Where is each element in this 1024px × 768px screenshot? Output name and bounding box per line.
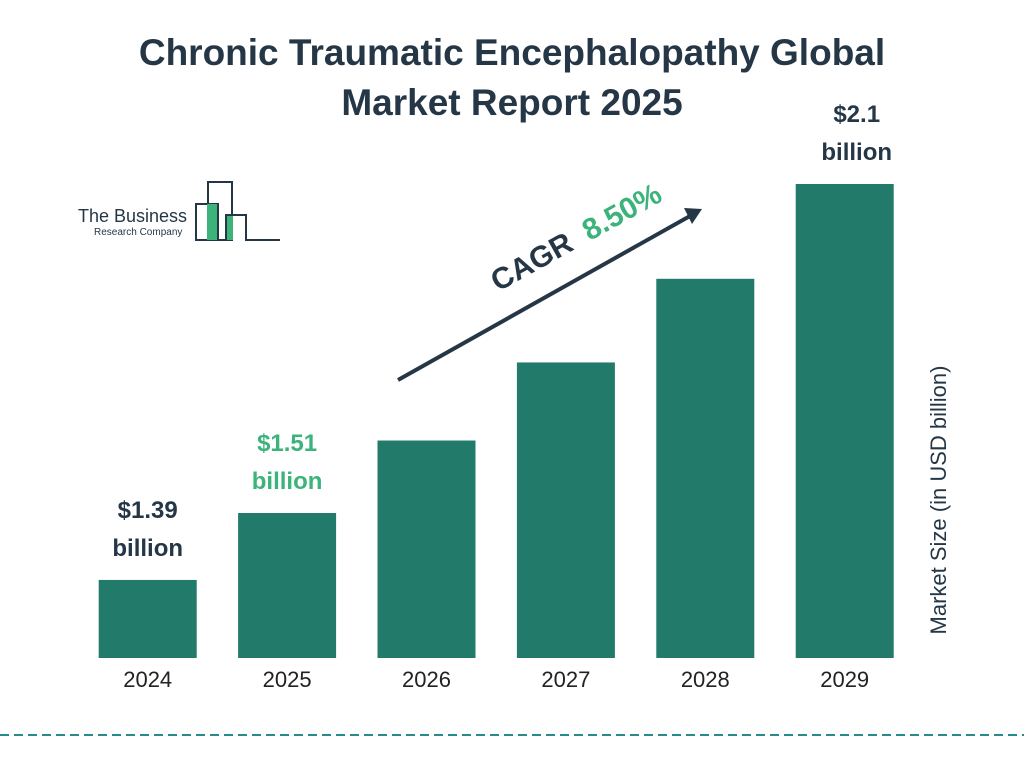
logo-shape [227,216,233,240]
x-tick-label: 2024 [123,667,172,692]
bar [795,184,894,658]
logo-shape [225,214,280,241]
bar [656,278,755,658]
cagr-arrow [397,214,691,382]
bar [516,362,615,658]
bar [238,513,337,658]
x-tick-label: 2029 [820,667,869,692]
value-label: $2.1 billion [821,101,893,166]
logo: The Business Research Company [78,181,280,241]
y-axis-label: Market Size (in USD billion) [926,366,951,635]
logo-text: Research Company [94,227,182,238]
x-tick-label: 2027 [541,667,590,692]
bar [98,579,197,658]
bar [377,440,476,658]
value-label: $1.51 billion [251,430,323,496]
cagr-arrow-head [684,208,702,224]
logo-text: The Business [78,206,187,226]
value-label: $1.39 billion [112,496,184,562]
logo-shape [207,204,217,240]
x-tick-label: 2026 [402,667,451,692]
x-tick-label: 2025 [263,667,312,692]
x-tick-label: 2028 [681,667,730,692]
chart-title: Chronic Traumatic Encephalopathy Global … [138,32,886,123]
